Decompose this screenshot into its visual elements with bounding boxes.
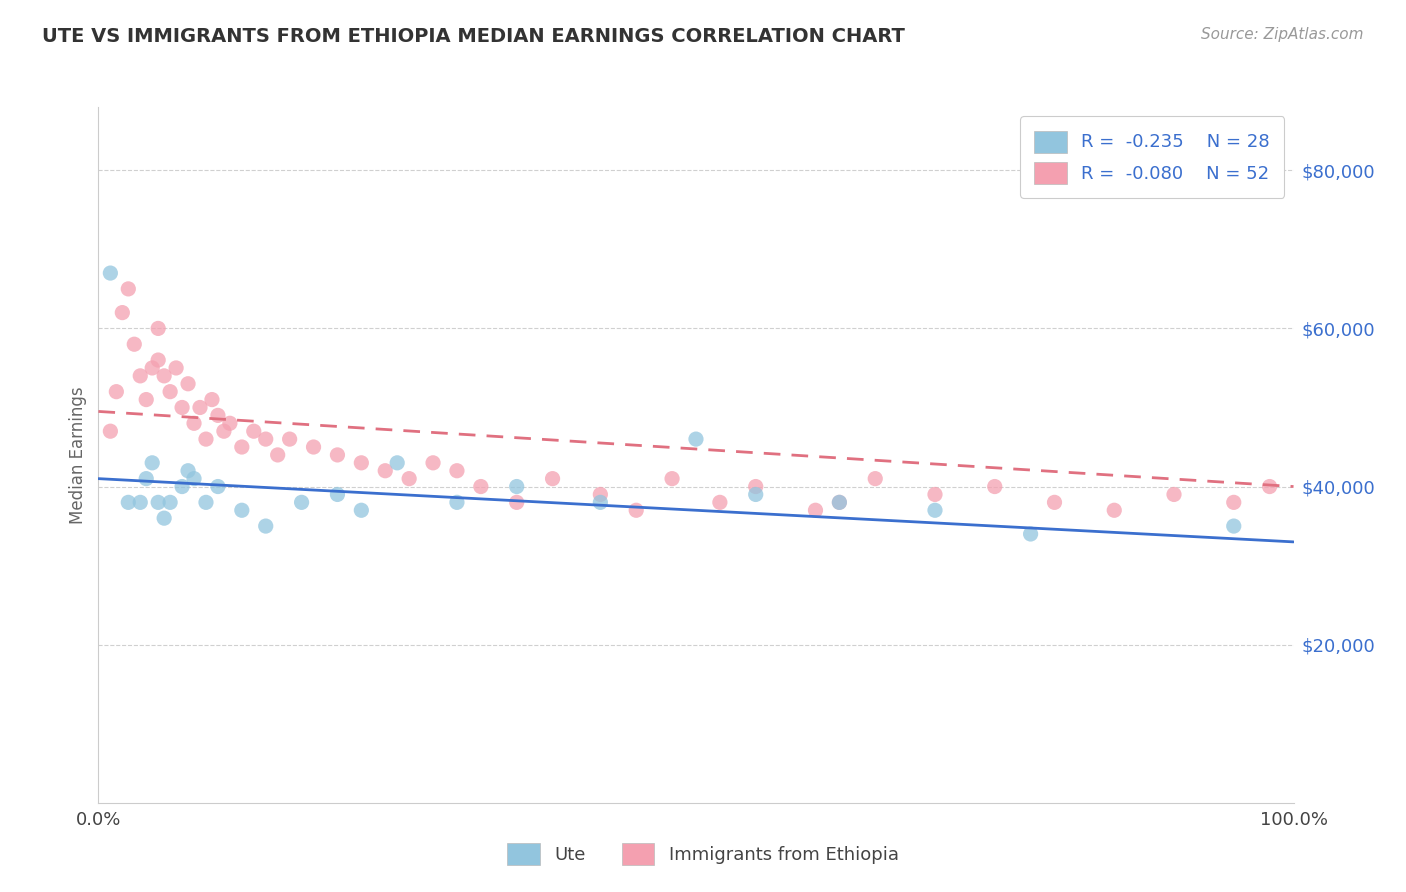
Point (983, 479, 1005, 493)
Point (153, 511, 176, 525)
Point (745, 487, 768, 501)
Y-axis label: Median Earnings: Median Earnings (69, 386, 87, 524)
Point (541, 472, 564, 486)
Point (254, 432, 277, 446)
Point (148, 353, 170, 368)
Point (1102, 503, 1125, 517)
Point (183, 417, 205, 431)
Text: UTE VS IMMIGRANTS FROM ETHIOPIA MEDIAN EARNINGS CORRELATION CHART: UTE VS IMMIGRANTS FROM ETHIOPIA MEDIAN E… (42, 27, 905, 45)
Point (117, 282, 139, 296)
Point (661, 472, 683, 486)
Legend: Ute, Immigrants from Ethiopia: Ute, Immigrants from Ethiopia (498, 834, 908, 874)
Point (470, 479, 492, 493)
Point (446, 464, 468, 478)
Point (446, 495, 468, 509)
Point (135, 392, 157, 407)
Point (374, 464, 396, 478)
Point (828, 495, 851, 509)
Point (326, 487, 349, 501)
Point (924, 503, 946, 517)
Point (172, 479, 194, 493)
Point (159, 495, 181, 509)
Point (350, 456, 373, 470)
Point (148, 495, 170, 509)
Point (1043, 495, 1066, 509)
Point (129, 368, 152, 383)
Point (148, 321, 170, 335)
Point (624, 503, 647, 517)
Point (685, 432, 707, 446)
Point (207, 479, 229, 493)
Point (98, 424, 122, 438)
Point (422, 456, 444, 470)
Point (231, 503, 253, 517)
Point (326, 448, 349, 462)
Point (804, 503, 827, 517)
Point (709, 495, 731, 509)
Point (506, 495, 529, 509)
Point (506, 479, 529, 493)
Point (165, 361, 187, 376)
Point (385, 456, 409, 470)
Point (194, 432, 217, 446)
Point (194, 495, 217, 509)
Point (302, 440, 325, 454)
Point (589, 495, 612, 509)
Point (117, 495, 139, 509)
Point (129, 495, 152, 509)
Point (153, 368, 176, 383)
Point (183, 472, 205, 486)
Point (1222, 519, 1246, 533)
Point (135, 472, 157, 486)
Point (177, 464, 200, 478)
Point (207, 409, 229, 423)
Point (98, 266, 122, 280)
Text: Source: ZipAtlas.com: Source: ZipAtlas.com (1201, 27, 1364, 42)
Point (745, 479, 768, 493)
Point (212, 424, 235, 438)
Point (398, 472, 420, 486)
Point (172, 401, 194, 415)
Point (231, 440, 253, 454)
Point (278, 432, 301, 446)
Point (124, 337, 146, 351)
Point (350, 503, 373, 517)
Point (290, 495, 312, 509)
Point (141, 456, 163, 470)
Point (105, 384, 128, 399)
Point (188, 401, 211, 415)
Point (254, 519, 277, 533)
Point (242, 424, 264, 438)
Point (924, 487, 946, 501)
Legend: R =  -0.235    N = 28, R =  -0.080    N = 52: R = -0.235 N = 28, R = -0.080 N = 52 (1019, 116, 1285, 198)
Point (1222, 495, 1246, 509)
Point (267, 448, 290, 462)
Point (141, 361, 163, 376)
Point (201, 392, 224, 407)
Point (159, 384, 181, 399)
Point (1163, 487, 1185, 501)
Point (828, 495, 851, 509)
Point (863, 472, 886, 486)
Point (589, 487, 612, 501)
Point (111, 305, 134, 319)
Point (1019, 527, 1042, 541)
Point (1258, 479, 1281, 493)
Point (177, 376, 200, 391)
Point (219, 417, 242, 431)
